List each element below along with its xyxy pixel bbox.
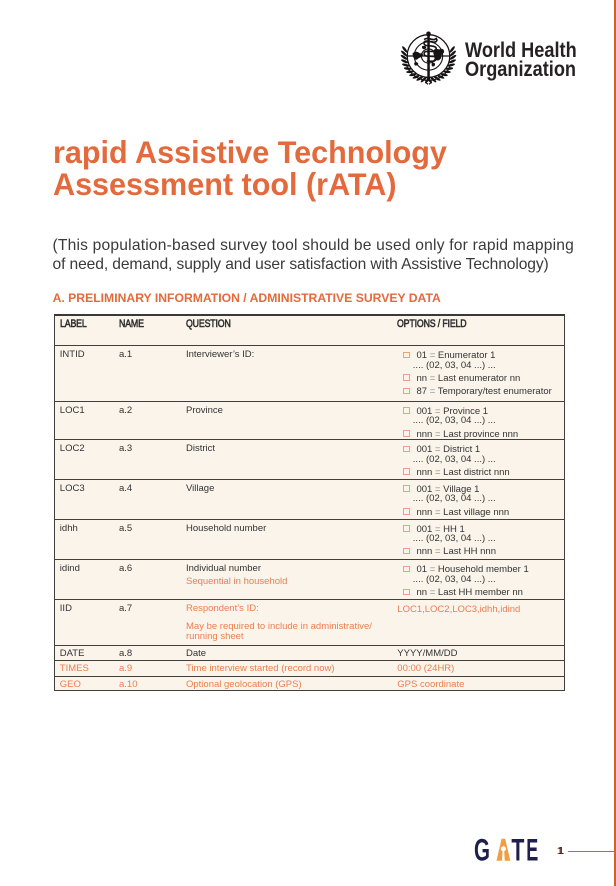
svg-text:E: E: [526, 837, 538, 864]
svg-text:G: G: [474, 837, 490, 864]
svg-text:T: T: [511, 837, 524, 864]
